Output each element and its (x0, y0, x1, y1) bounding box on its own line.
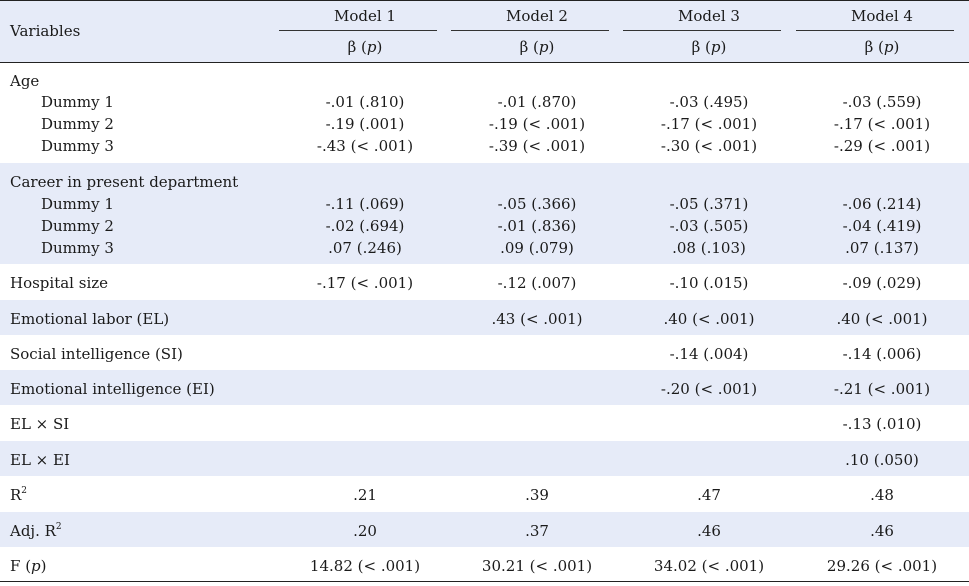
table-cell: .08 (.103) (672, 239, 746, 257)
beta-p-header-4: β (p) (864, 38, 900, 56)
model-3-underline (623, 30, 781, 31)
table-cell: -.17 (< .001) (316, 274, 414, 292)
beta-p-header-2: β (p) (519, 38, 555, 56)
career-band (0, 163, 969, 264)
table-cell: -.17 (< .001) (833, 115, 931, 133)
emotional-labor-label: Emotional labor (EL) (10, 310, 170, 328)
model-2-underline (451, 30, 609, 31)
table-cell: -.39 (< .001) (488, 137, 586, 155)
age-dummy-2-label: Dummy 2 (41, 115, 114, 133)
top-rule (0, 0, 969, 1)
model-1-header: Model 1 (334, 7, 396, 25)
age-dummy-1-label: Dummy 1 (41, 93, 114, 111)
table-cell: -.11 (.069) (325, 195, 405, 213)
model-3-header: Model 3 (678, 7, 740, 25)
table-cell: -.14 (.006) (842, 345, 922, 363)
table-cell: -.13 (.010) (842, 415, 922, 433)
career-dummy-2-label: Dummy 2 (41, 217, 114, 235)
table-cell: -.05 (.371) (669, 195, 749, 213)
emotional-intelligence-label: Emotional intelligence (EI) (10, 380, 215, 398)
table-cell: .10 (.050) (845, 451, 919, 469)
elei-band (0, 441, 969, 476)
r-squared-label: R2 (10, 486, 28, 504)
el-x-si-label: EL × SI (10, 415, 70, 433)
table-cell: -.29 (< .001) (833, 137, 931, 155)
table-cell: -.03 (.505) (669, 217, 749, 235)
ei-band (0, 370, 969, 405)
age-group-label: Age (10, 72, 40, 90)
table-cell: .07 (.137) (845, 239, 919, 257)
table-cell: .37 (525, 522, 549, 540)
table-cell: -.01 (.810) (325, 93, 405, 111)
table-cell: -.12 (.007) (497, 274, 577, 292)
hospital-size-label: Hospital size (10, 274, 109, 292)
el-band (0, 300, 969, 335)
table-cell: .20 (353, 522, 377, 540)
table-cell: 34.02 (< .001) (653, 557, 765, 575)
table-cell: .47 (697, 486, 721, 504)
table-cell: .39 (525, 486, 549, 504)
age-dummy-3-label: Dummy 3 (41, 137, 114, 155)
table-cell: -.09 (.029) (842, 274, 922, 292)
table-cell: -.04 (.419) (842, 217, 922, 235)
table-cell: -.03 (.495) (669, 93, 749, 111)
variables-header: Variables (10, 22, 81, 40)
table-cell: -.17 (< .001) (660, 115, 758, 133)
table-cell: .48 (870, 486, 894, 504)
table-cell: -.06 (.214) (842, 195, 922, 213)
header-band (0, 0, 969, 62)
table-cell: .07 (.246) (328, 239, 402, 257)
model-1-underline (279, 30, 437, 31)
table-cell: 14.82 (< .001) (309, 557, 421, 575)
career-dummy-3-label: Dummy 3 (41, 239, 114, 257)
table-cell: .40 (< .001) (663, 310, 755, 328)
table-cell: .43 (< .001) (491, 310, 583, 328)
table-cell: -.20 (< .001) (660, 380, 758, 398)
table-cell: .46 (697, 522, 721, 540)
table-cell: -.02 (.694) (325, 217, 405, 235)
beta-p-header-3: β (p) (691, 38, 727, 56)
model-4-header: Model 4 (851, 7, 913, 25)
table-cell: -.01 (.836) (497, 217, 577, 235)
table-cell: -.30 (< .001) (660, 137, 758, 155)
bottom-rule (0, 581, 969, 582)
model-2-header: Model 2 (506, 7, 568, 25)
table-cell: .46 (870, 522, 894, 540)
el-x-ei-label: EL × EI (10, 451, 70, 469)
table-cell: .40 (< .001) (836, 310, 928, 328)
career-dummy-1-label: Dummy 1 (41, 195, 114, 213)
table-cell: .09 (.079) (500, 239, 574, 257)
adj-r-squared-label: Adj. R2 (10, 522, 62, 540)
header-rule (0, 62, 969, 63)
model-4-underline (796, 30, 954, 31)
table-cell: -.05 (.366) (497, 195, 577, 213)
table-cell: -.03 (.559) (842, 93, 922, 111)
career-group-label: Career in present department (10, 173, 239, 191)
table-cell: -.19 (.001) (325, 115, 405, 133)
table-cell: -.01 (.870) (497, 93, 577, 111)
table-cell: 29.26 (< .001) (826, 557, 938, 575)
social-intelligence-label: Social intelligence (SI) (10, 345, 183, 363)
table-cell: -.21 (< .001) (833, 380, 931, 398)
table-cell: 30.21 (< .001) (481, 557, 593, 575)
adjr2-band (0, 512, 969, 547)
beta-p-header-1: β (p) (347, 38, 383, 56)
table-cell: -.10 (.015) (669, 274, 749, 292)
f-statistic-label: F (p) (10, 557, 47, 575)
table-cell: .21 (353, 486, 377, 504)
table-cell: -.19 (< .001) (488, 115, 586, 133)
table-cell: -.14 (.004) (669, 345, 749, 363)
table-cell: -.43 (< .001) (316, 137, 414, 155)
